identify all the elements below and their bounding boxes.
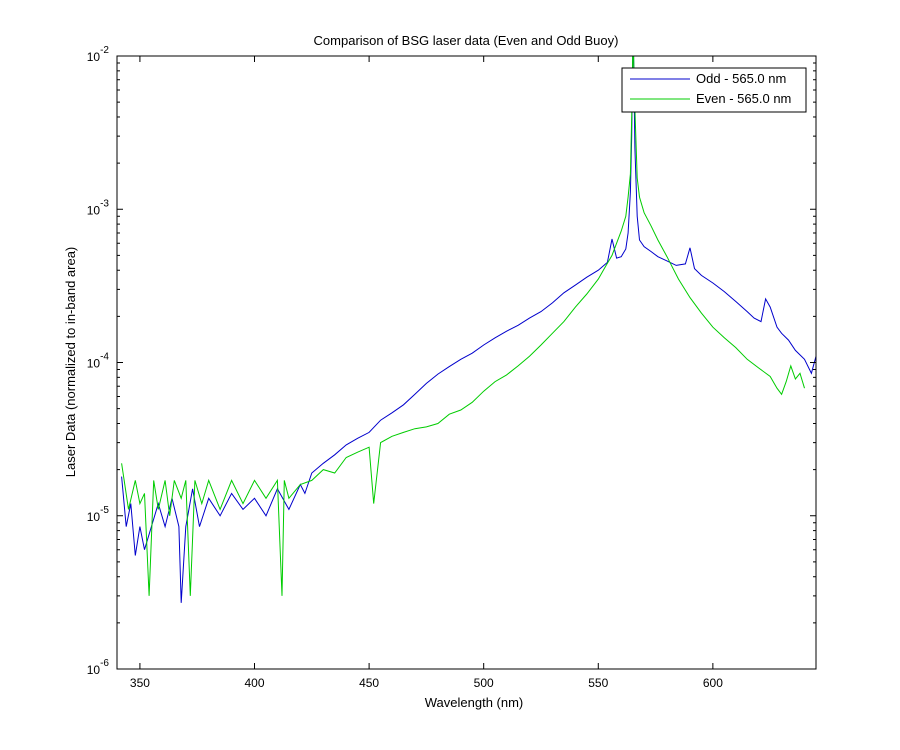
- x-tick-label: 600: [703, 676, 723, 690]
- x-tick-label: 400: [244, 676, 264, 690]
- y-tick-label: 10-6: [87, 658, 110, 677]
- tick-layer: 350 400 450 500 550 600 10-6 10-5 10-4 10-3 10-2: [87, 45, 816, 690]
- series-line-even: [121, 55, 805, 596]
- x-tick-label: 450: [359, 676, 379, 690]
- series-line-odd: [121, 55, 817, 603]
- plot-border: [116, 55, 817, 670]
- y-tick-label: 10-2: [87, 45, 110, 64]
- x-axis-title: Wavelength (nm): [425, 695, 524, 710]
- legend-label-odd: Odd - 565.0 nm: [696, 71, 786, 86]
- legend-label-even: Even - 565.0 nm: [696, 91, 791, 106]
- x-tick-label: 550: [588, 676, 608, 690]
- y-tick-label: 10-3: [87, 198, 110, 217]
- legend-box: [621, 67, 807, 113]
- y-tick-label: 10-4: [87, 352, 110, 371]
- series-layer: [121, 55, 817, 603]
- y-tick-label: 10-5: [87, 505, 110, 524]
- legend: Odd - 565.0 nm Even - 565.0 nm: [621, 67, 807, 113]
- y-axis-title: Laser Data (normalized to in-band area): [63, 247, 78, 478]
- chart-title: Comparison of BSG laser data (Even and O…: [314, 33, 619, 48]
- plot-area: [116, 55, 817, 670]
- x-tick-label: 500: [474, 676, 494, 690]
- x-tick-label: 350: [130, 676, 150, 690]
